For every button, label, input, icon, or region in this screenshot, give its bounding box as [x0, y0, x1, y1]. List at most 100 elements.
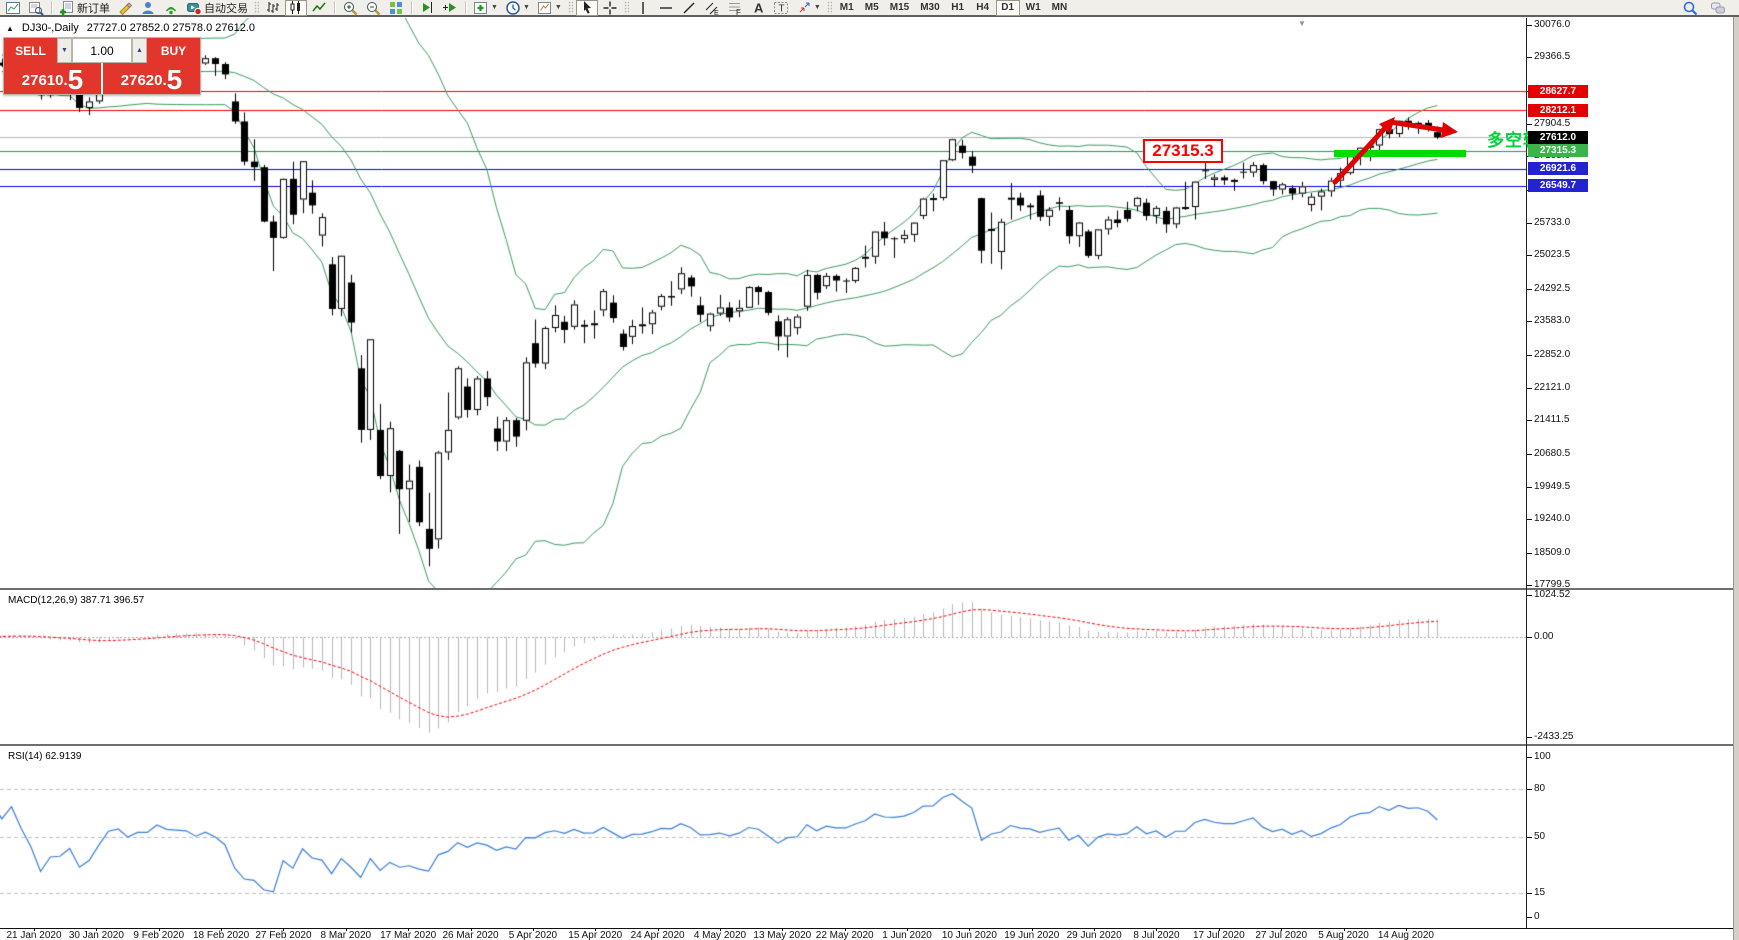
timeframe-button-M5[interactable]: M5: [864, 2, 879, 13]
toolbar-button-zoom-in[interactable]: [339, 0, 361, 16]
chart-title: ▲ DJ30-,Daily 27727.0 27852.0 27578.0 27…: [6, 22, 255, 34]
toolbar-button-vertical-line[interactable]: [632, 0, 654, 16]
buy-price-display[interactable]: 27620. 5: [103, 63, 200, 94]
timeframe-button-H4[interactable]: H4: [976, 2, 990, 13]
toolbar-button-indicators[interactable]: ▼: [470, 0, 501, 16]
toolbar-button-text[interactable]: A: [747, 0, 769, 16]
main-chart-canvas[interactable]: [0, 18, 1526, 588]
chevron-down-icon[interactable]: ▼: [554, 3, 562, 11]
timeframe-button-M30[interactable]: M30: [920, 2, 940, 13]
macd-tick: [1527, 595, 1532, 596]
periods-icon: [505, 0, 521, 16]
time-tick: [1344, 928, 1345, 931]
time-axis-label: 8 Jul 2020: [1133, 930, 1180, 940]
macd-title: MACD(12,26,9): [8, 595, 78, 606]
toolbar-button-arrows-tool[interactable]: ▼: [793, 0, 824, 16]
cursor-icon: [579, 0, 595, 16]
toolbar-button-trend-line[interactable]: [678, 0, 700, 16]
buy-button[interactable]: BUY: [147, 38, 200, 63]
toolbar-button-crosshair[interactable]: [599, 0, 621, 16]
one-click-collapse-icon[interactable]: ▲: [6, 23, 14, 33]
chart-shift-marker[interactable]: ▼: [1298, 19, 1306, 28]
toolbar-button-community-chat[interactable]: [1707, 0, 1729, 16]
time-axis-label: 17 Jul 2020: [1192, 930, 1245, 940]
chevron-down-icon[interactable]: ▼: [813, 3, 821, 11]
time-axis-label: 27 Jul 2020: [1255, 930, 1308, 940]
time-axis-label: 15 Apr 2020: [568, 930, 623, 940]
toolbar-button-metaeditor[interactable]: [114, 0, 136, 16]
price-tick: [1527, 454, 1532, 455]
macd-tick-label: -2433.25: [1534, 731, 1574, 743]
toolbar-button-data-window[interactable]: [25, 0, 47, 16]
time-axis-label: 18 Feb 2020: [192, 930, 250, 940]
toolbar-button-candlestick-chart[interactable]: [285, 0, 307, 16]
sell-price-display[interactable]: 27610. 5: [4, 63, 101, 94]
pivot-highlight-band[interactable]: [1334, 150, 1466, 157]
price-axis-border: [1526, 18, 1527, 928]
toolbar-button-signals[interactable]: [160, 0, 182, 16]
chevron-down-icon[interactable]: ▼: [522, 3, 530, 11]
macd-indicator-canvas[interactable]: [0, 592, 1526, 742]
timeframe-button-W1[interactable]: W1: [1025, 2, 1041, 13]
tile-windows-icon: [388, 0, 404, 16]
sell-button[interactable]: SELL: [4, 38, 57, 63]
toolbar-button-bar-chart[interactable]: [262, 0, 284, 16]
toolbar-button-line-chart[interactable]: [308, 0, 330, 16]
toolbar-button-charts[interactable]: [2, 0, 24, 16]
time-axis-label: 26 Mar 2020: [442, 930, 499, 940]
toolbar-button-new-order[interactable]: 新订单: [56, 0, 113, 16]
toolbar-button-fibonacci[interactable]: F: [724, 0, 746, 16]
toolbar-button-search[interactable]: [1679, 0, 1701, 16]
price-tick: [1527, 57, 1532, 58]
timeframe-button-M15[interactable]: M15: [889, 2, 910, 13]
rsi-tick-label: 15: [1534, 887, 1546, 898]
indicators-icon: [473, 0, 489, 16]
toolbar-button-zoom-out[interactable]: [362, 0, 384, 16]
crosshair-icon: [602, 0, 618, 16]
buy-price-main: 27620.: [120, 72, 167, 89]
price-flag-annotation[interactable]: 27315.3: [1143, 139, 1223, 163]
toolbar-button-auto-scroll[interactable]: [416, 0, 438, 16]
timeframe-button-H1[interactable]: H1: [951, 2, 965, 13]
toolbar-button-tile-windows[interactable]: [385, 0, 407, 16]
rsi-tick-label: 50: [1534, 831, 1546, 842]
toolbar-button-chart-shift[interactable]: [439, 0, 461, 16]
toolbar-button-autotrading[interactable]: 自动交易: [183, 0, 251, 16]
toolbar-grip: [826, 1, 832, 14]
svg-text:F: F: [736, 8, 741, 16]
volume-increase-button[interactable]: ▲: [132, 38, 147, 63]
pane-separator-macd-rsi[interactable]: [0, 744, 1733, 746]
toolbar: 新订单 自动交易 ▼ ▼ ▼ E F A T ▼ M1 M5 M15 M30 H1 H4 D1 W1 MN: [0, 0, 1739, 17]
toolbar-button-cursor[interactable]: [575, 0, 598, 16]
time-tick: [34, 928, 35, 931]
bar-chart-icon: [265, 0, 281, 16]
toolbar-button-community[interactable]: [137, 0, 159, 16]
toolbar-button-text-label[interactable]: T: [770, 0, 792, 16]
time-tick: [1156, 928, 1157, 931]
rsi-indicator-canvas[interactable]: [0, 747, 1526, 925]
rsi-tick-label: 0: [1534, 911, 1540, 922]
rsi-tick-label: 100: [1534, 751, 1551, 762]
price-tick-label: 25023.5: [1534, 249, 1571, 261]
toolbar-button-horizontal-line[interactable]: [655, 0, 677, 16]
time-axis-label: 14 Aug 2020: [1377, 930, 1434, 940]
volume-decrease-button[interactable]: ▼: [57, 38, 72, 63]
macd-tick-label: 1024.52: [1534, 589, 1571, 601]
chevron-down-icon[interactable]: ▼: [491, 3, 498, 11]
timeframe-button-D1[interactable]: D1: [995, 0, 1020, 16]
time-axis-label: 17 Mar 2020: [380, 930, 437, 940]
volume-input[interactable]: [72, 38, 132, 63]
time-axis-label: 29 Jun 2020: [1066, 930, 1122, 940]
pane-separator-main-macd[interactable]: [0, 588, 1733, 590]
price-line-badge: 27315.3: [1528, 144, 1588, 158]
toolbar-button-templates[interactable]: ▼: [534, 0, 565, 16]
time-tick: [533, 928, 534, 931]
timeframe-button-MN[interactable]: MN: [1051, 2, 1068, 13]
toolbar-button-periods[interactable]: ▼: [502, 0, 533, 16]
timeframe-button-M1[interactable]: M1: [839, 2, 854, 13]
toolbar-button-equidistant-channel[interactable]: E: [701, 0, 723, 16]
time-tick: [471, 928, 472, 931]
equidistant-channel-icon: E: [704, 0, 720, 16]
line-chart-icon: [311, 0, 327, 16]
price-line-badge: 27612.0: [1528, 130, 1588, 144]
